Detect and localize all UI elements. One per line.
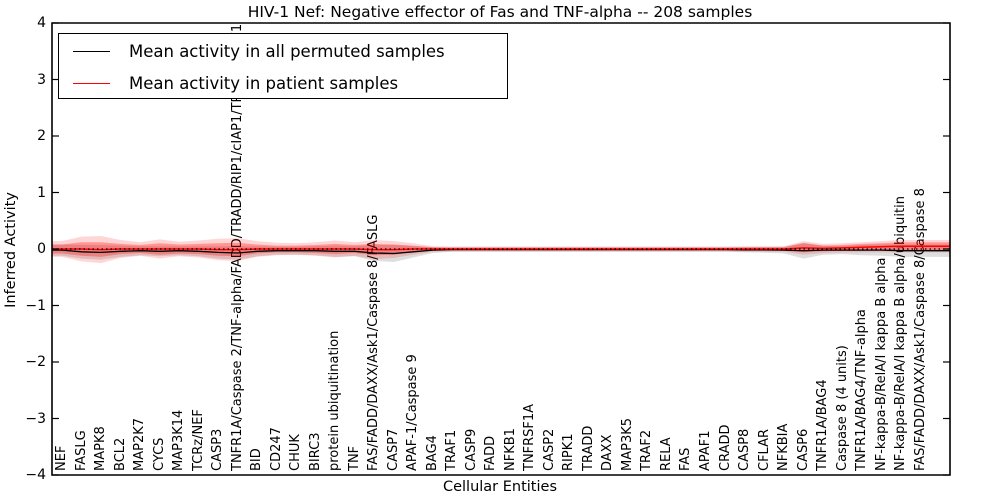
x-tick-label: TCRz/NEF xyxy=(190,409,206,471)
legend: Mean activity in all permuted samples Me… xyxy=(58,33,508,99)
x-tick-label: CASP7 xyxy=(385,428,401,471)
x-tick-label: RIPK1 xyxy=(561,433,577,471)
x-tick-label: CASP8 xyxy=(737,428,753,471)
y-tick-label: −3 xyxy=(25,410,46,427)
x-tick-label: Caspase 8 (4 units) xyxy=(834,345,850,471)
x-tick-label: FAS/FADD/DAXX/Ask1/Caspase 8/Caspase 8 xyxy=(912,188,928,471)
y-axis-label: Inferred Activity xyxy=(3,192,19,308)
x-tick-label: TRADD xyxy=(580,425,596,471)
x-tick-label: APAF-1/Caspase 9 xyxy=(405,354,421,471)
legend-label-permuted: Mean activity in all permuted samples xyxy=(129,41,445,61)
y-tick-label: −2 xyxy=(25,354,46,370)
x-tick-label: TNFR1A/BAG4 xyxy=(815,379,831,471)
x-tick-label: FASLG xyxy=(73,430,89,471)
x-tick-label: BAG4 xyxy=(424,435,440,471)
x-tick-label: FAS/FADD/DAXX/Ask1/Caspase 8/FASLG xyxy=(366,214,382,471)
x-tick-label: RELA xyxy=(658,437,674,471)
x-tick-label: BID xyxy=(249,448,265,471)
x-tick-label: DAXX xyxy=(600,434,616,472)
x-tick-label: NEF xyxy=(54,445,69,471)
x-axis-label: Cellular Entities xyxy=(442,479,558,495)
x-tick-label: NFKB1 xyxy=(502,428,518,471)
legend-label-patient: Mean activity in patient samples xyxy=(129,73,399,93)
red-line-icon xyxy=(73,82,110,84)
y-tick-label: 1 xyxy=(37,184,46,201)
chart-title: HIV-1 Nef: Negative effector of Fas and … xyxy=(247,3,753,21)
x-tick-label: CRADD xyxy=(717,424,733,472)
patient-std-band-inner xyxy=(52,242,950,257)
x-tick-label: CYCS xyxy=(151,437,167,471)
y-tick-label: 3 xyxy=(37,71,46,88)
x-tick-label: MAP3K5 xyxy=(619,417,635,471)
x-tick-label: TRAF1 xyxy=(444,429,460,471)
legend-entry-patient: Mean activity in patient samples xyxy=(59,67,507,99)
x-tick-label: CASP3 xyxy=(210,428,226,471)
x-tick-label: CHUK xyxy=(288,434,304,471)
y-tick-label: −1 xyxy=(25,297,46,314)
x-tick-label: CASP9 xyxy=(463,428,479,471)
x-tick-label: TNFR1A/BAG4/TNF-alpha xyxy=(854,309,870,471)
x-tick-label: BCL2 xyxy=(112,437,128,471)
x-tick-label: MAP3K14 xyxy=(171,409,187,471)
x-tick-label: NF-kappa-B/RelA/I kappa B alpha xyxy=(873,257,889,471)
x-tick-label: NFKBIA xyxy=(776,423,792,471)
black-line-icon xyxy=(73,50,110,52)
x-tick-label: TRAF2 xyxy=(639,429,655,471)
x-tick-label: CFLAR xyxy=(756,428,772,471)
x-tick-label: CASP2 xyxy=(541,428,557,471)
patient-mean-line xyxy=(52,245,950,251)
x-tick-label: TNFRSF1A xyxy=(522,403,538,471)
x-tick-label: CASP6 xyxy=(795,428,811,471)
x-tick-label: NF-kappa-B/RelA/I kappa B alpha/ubiquiti… xyxy=(893,196,909,471)
x-tick-label: FADD xyxy=(483,435,499,471)
y-tick-label: −4 xyxy=(25,467,46,483)
x-tick-label: BIRC3 xyxy=(307,432,323,472)
x-tick-label: FAS xyxy=(678,447,694,471)
x-tick-label: CD247 xyxy=(268,427,284,471)
x-tick-label: protein ubiquitination xyxy=(327,330,343,471)
legend-entry-permuted: Mean activity in all permuted samples xyxy=(59,35,507,67)
x-tick-label: MAP2K7 xyxy=(132,417,148,471)
permuted-mean-line xyxy=(52,248,950,255)
x-tick-label: TNF xyxy=(346,445,362,471)
y-tick-label: 4 xyxy=(37,15,46,31)
x-tick-label: MAPK8 xyxy=(93,426,109,471)
y-tick-label: 2 xyxy=(37,128,46,144)
permuted-std-band xyxy=(52,242,950,262)
x-tick-label: APAF1 xyxy=(697,430,713,471)
patient-std-band-outer xyxy=(52,236,950,264)
y-tick-label: 0 xyxy=(37,241,46,257)
